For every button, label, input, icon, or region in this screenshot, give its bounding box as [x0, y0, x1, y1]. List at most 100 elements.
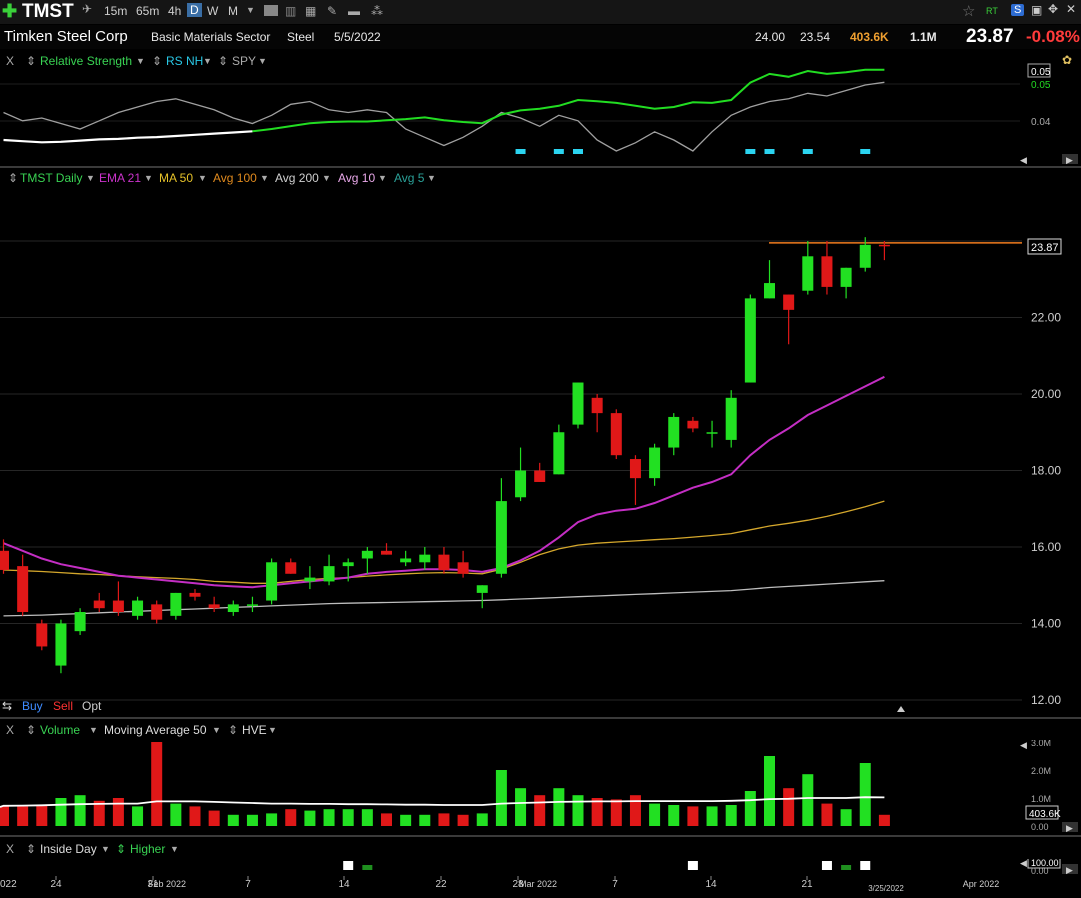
x-axis-label: 14: [705, 879, 717, 890]
draw-icon[interactable]: ✎: [327, 4, 338, 18]
timeframe-w[interactable]: W: [207, 4, 219, 18]
buy-button[interactable]: Buy: [22, 699, 43, 713]
bars-icon[interactable]: ▥: [285, 4, 297, 18]
volume-bar: [208, 810, 220, 826]
candle-body: [457, 562, 469, 574]
rs-item-relative-strength[interactable]: Relative Strength: [40, 54, 133, 68]
timeframe-m[interactable]: M: [228, 4, 238, 18]
inside-scroll-button[interactable]: [1062, 864, 1078, 874]
higher-reorder-icon[interactable]: ⇕: [116, 842, 127, 856]
favorite-star-icon[interactable]: ☆: [962, 3, 976, 20]
volume-reorder-icon[interactable]: ⇕: [26, 723, 37, 737]
inside-day-item[interactable]: Inside Day: [40, 842, 97, 856]
last-price: 23.87: [966, 26, 1014, 47]
volume-bar: [457, 814, 469, 826]
pane-separator-3[interactable]: [0, 835, 1081, 837]
candle-body: [495, 501, 507, 574]
timeframe-65m[interactable]: 65m: [136, 4, 160, 18]
rs-scroll-button[interactable]: [1062, 154, 1078, 164]
s-badge-icon[interactable]: S: [1011, 4, 1025, 16]
rs-item-rs-nh[interactable]: RS NH: [166, 54, 204, 68]
price-item-avg10-dropdown-icon[interactable]: ▼: [378, 173, 387, 183]
close-icon[interactable]: ✕: [1066, 2, 1077, 16]
timeframe-4h[interactable]: 4h: [168, 4, 182, 18]
sell-button[interactable]: Sell: [53, 699, 74, 713]
vol-value-tag: [1025, 805, 1059, 820]
spy-dropdown-icon[interactable]: ▼: [258, 56, 267, 66]
x-axis-label: 7: [612, 879, 618, 890]
chart-type-icon[interactable]: [264, 5, 278, 16]
inside-pane-close[interactable]: X: [6, 842, 15, 856]
volume-item[interactable]: Volume: [40, 723, 81, 737]
realtime-icon[interactable]: RT: [986, 6, 998, 16]
candle-body: [0, 550, 9, 570]
inside-day-dropdown-icon[interactable]: ▼: [101, 844, 110, 854]
price-item-avg10[interactable]: Avg 10: [338, 171, 376, 185]
price-item-avg200-dropdown-icon[interactable]: ▼: [322, 173, 331, 183]
trade-swap-icon[interactable]: ⇆: [2, 699, 13, 713]
timeframe-15m[interactable]: 15m: [104, 4, 128, 18]
rs-dropdown-icon[interactable]: ▼: [136, 56, 145, 66]
rs-nh-dropdown-icon[interactable]: ▼: [203, 56, 212, 66]
rs-nh-reorder-icon[interactable]: ⇕: [152, 54, 163, 68]
sector[interactable]: Basic Materials Sector: [151, 30, 271, 44]
timeframe-d[interactable]: D: [187, 3, 202, 17]
save-icon[interactable]: ▣: [1031, 3, 1043, 17]
rs-collapse-icon: ◀: [1020, 155, 1027, 165]
add-symbol-icon[interactable]: ✚: [2, 1, 18, 21]
hve-item[interactable]: HVE: [242, 723, 267, 737]
rs-nh-marker: [515, 149, 526, 154]
price-item-avg5[interactable]: Avg 5: [394, 171, 425, 185]
volume-bar: [572, 795, 584, 826]
volume-bar: [323, 809, 335, 826]
move-icon[interactable]: ✥: [1048, 2, 1059, 16]
timeframe-dropdown-icon[interactable]: ▼: [246, 5, 255, 15]
price-item-daily-dropdown-icon[interactable]: ▼: [86, 173, 95, 183]
price-item-ma50-dropdown-icon[interactable]: ▼: [198, 173, 207, 183]
collapse-arrow-icon[interactable]: [897, 706, 905, 712]
volume-dropdown-icon[interactable]: ▼: [89, 725, 98, 735]
price-reorder-icon[interactable]: ⇕: [8, 171, 19, 185]
price-item-daily[interactable]: TMST Daily: [20, 171, 83, 185]
rs-item-spy[interactable]: SPY: [232, 54, 257, 68]
volume-pane-close[interactable]: X: [6, 723, 15, 737]
pane-separator-2[interactable]: [0, 717, 1081, 719]
price-item-avg200[interactable]: Avg 200: [275, 171, 319, 185]
options-button[interactable]: Opt: [82, 699, 102, 713]
hve-dropdown-icon[interactable]: ▼: [268, 725, 277, 735]
candle-body: [17, 566, 29, 613]
price-item-avg100-dropdown-icon[interactable]: ▼: [260, 173, 269, 183]
price-item-ma50[interactable]: MA 50: [159, 171, 194, 185]
volume-ma50-dropdown-icon[interactable]: ▼: [212, 725, 221, 735]
candle-body: [400, 558, 412, 563]
last-price-tag: [1027, 238, 1062, 255]
percent-change: -0.08%: [1026, 27, 1080, 46]
symbol-input[interactable]: TMST: [22, 1, 74, 22]
calculator-icon[interactable]: ▦: [305, 4, 317, 18]
rs-reorder-icon[interactable]: ⇕: [26, 54, 37, 68]
share-icon[interactable]: ⁂: [371, 4, 383, 18]
inside-scroll-icon: ▶: [1066, 865, 1073, 875]
settings-palette-icon[interactable]: ✿: [1062, 53, 1073, 67]
price-item-ema21[interactable]: EMA 21: [99, 171, 142, 185]
hve-reorder-icon[interactable]: ⇕: [228, 723, 239, 737]
spy-reorder-icon[interactable]: ⇕: [218, 54, 229, 68]
vol-scroll-button[interactable]: [1062, 822, 1078, 832]
volume-bar: [361, 809, 373, 826]
alert-icon[interactable]: ✈: [82, 2, 93, 16]
higher-item[interactable]: Higher: [130, 842, 166, 856]
note-icon[interactable]: ▬: [348, 4, 360, 18]
volume-ma50-item[interactable]: Moving Average 50: [104, 723, 207, 737]
day-high: 24.00: [755, 30, 786, 44]
price-item-ema21-dropdown-icon[interactable]: ▼: [144, 173, 153, 183]
volume-bar: [304, 810, 316, 826]
price-item-avg5-dropdown-icon[interactable]: ▼: [427, 173, 436, 183]
pane-separator[interactable]: [0, 166, 1081, 168]
higher-dropdown-icon[interactable]: ▼: [170, 844, 179, 854]
industry[interactable]: Steel: [287, 30, 315, 44]
price-item-avg100[interactable]: Avg 100: [213, 171, 257, 185]
inside-reorder-icon[interactable]: ⇕: [26, 842, 37, 856]
volume-bar: [668, 805, 680, 826]
rs-pane-close[interactable]: X: [6, 54, 15, 68]
